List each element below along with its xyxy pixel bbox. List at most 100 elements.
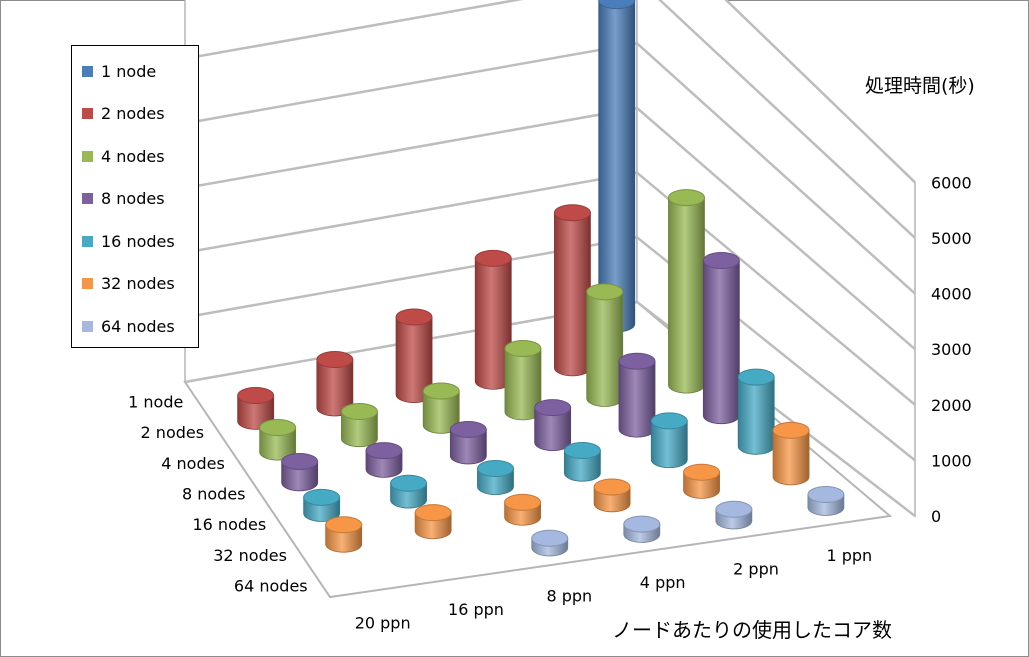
- bar: [422, 382, 460, 434]
- legend-label: 4 nodes: [101, 146, 165, 166]
- legend-swatch: [82, 278, 93, 289]
- gridline: [184, 171, 638, 254]
- x-tick-label: 1 ppn: [826, 546, 872, 565]
- bar-top: [702, 252, 740, 270]
- bar: [667, 189, 705, 394]
- gridline: [184, 0, 524, 60]
- y-tick-label: 4 nodes: [161, 454, 225, 473]
- bar-body: [650, 420, 688, 469]
- bar-body: [598, 0, 636, 333]
- legend-swatch: [82, 320, 93, 332]
- bar: [303, 488, 341, 522]
- bar-top: [414, 504, 452, 522]
- bar-top: [737, 368, 775, 386]
- bar: [702, 252, 740, 425]
- legend-item: 1 node: [82, 60, 156, 82]
- bar-top: [259, 419, 297, 437]
- bar: [281, 452, 319, 492]
- bar-top: [365, 442, 403, 460]
- y-tick-label: 32 nodes: [213, 546, 287, 565]
- bar-top: [237, 387, 275, 405]
- bar: [316, 351, 354, 417]
- legend-swatch: [82, 193, 93, 204]
- bar-top: [667, 189, 705, 207]
- tick-labels: 0 1000 2000 3000 4000 5000 6000 1 node 2 nodes 4 …: [128, 173, 972, 632]
- bar-body: [772, 429, 810, 486]
- bar: [623, 515, 661, 543]
- legend-item: 2 nodes: [82, 103, 165, 125]
- bar: [593, 478, 631, 513]
- legend-label: 2 nodes: [101, 104, 165, 123]
- bar-top: [303, 488, 341, 506]
- bar: [807, 486, 845, 516]
- z-axis-label: 処理時間(秒): [865, 75, 975, 97]
- bar-top: [598, 0, 636, 10]
- bar-top: [683, 463, 721, 481]
- legend-swatch: [82, 108, 93, 119]
- bar: [563, 442, 601, 482]
- bar: [476, 460, 514, 496]
- gridline: [184, 106, 638, 190]
- bar-body: [554, 212, 591, 377]
- gridline: [658, 0, 916, 239]
- bar: [504, 340, 542, 421]
- legend-item: 32 nodes: [82, 273, 175, 295]
- bar-body: [534, 407, 572, 451]
- bar-top: [563, 442, 601, 460]
- bar-top: [395, 308, 433, 326]
- bar-top: [534, 399, 572, 417]
- x-tick-label: 16 ppn: [448, 600, 504, 619]
- z-tick-label: 0: [931, 507, 941, 526]
- z-tick-label: 5000: [931, 229, 972, 248]
- bar-top: [390, 474, 428, 492]
- bar: [259, 419, 297, 461]
- bar-top: [618, 352, 656, 370]
- bar: [772, 421, 810, 486]
- legend-swatch: [82, 150, 93, 162]
- bar: [414, 504, 452, 540]
- bar: [618, 352, 656, 438]
- legend-label: 32 nodes: [101, 274, 175, 293]
- bar-body: [668, 197, 705, 394]
- bar-top: [586, 283, 624, 301]
- bar: [737, 368, 775, 455]
- bar: [237, 387, 275, 430]
- bar-top: [650, 412, 688, 430]
- bar: [395, 308, 433, 404]
- bar-top: [422, 382, 460, 400]
- z-tick-label: 6000: [931, 173, 972, 192]
- bar-top: [449, 420, 487, 438]
- bar: [534, 399, 572, 451]
- bar-top: [474, 249, 512, 267]
- gridline: [636, 42, 916, 295]
- bar-top: [504, 340, 542, 358]
- bar-top: [715, 500, 753, 518]
- bar-top: [504, 493, 542, 511]
- legend-label: 16 nodes: [101, 231, 175, 251]
- bar-top: [476, 460, 514, 478]
- bar-body: [618, 360, 656, 438]
- bar: [390, 474, 428, 509]
- bar-top: [316, 351, 354, 369]
- bar: [325, 516, 363, 553]
- bar-body: [259, 427, 297, 461]
- legend-swatch: [82, 65, 93, 77]
- bar-top: [553, 204, 591, 222]
- legend-swatch: [82, 235, 93, 247]
- bar: [683, 463, 721, 499]
- x-tick-label: 8 ppn: [546, 586, 592, 605]
- bar: [598, 0, 636, 333]
- x-tick-label: 4 ppn: [640, 573, 686, 592]
- z-tick-label: 2000: [931, 396, 972, 415]
- x-tick-label: 2 ppn: [733, 559, 779, 578]
- bar: [365, 442, 403, 478]
- bar-body: [586, 291, 624, 407]
- y-tick-label: 8 nodes: [182, 485, 246, 504]
- bar: [531, 529, 569, 557]
- bar: [474, 249, 512, 390]
- bar: [715, 500, 753, 530]
- gridline: [724, 0, 916, 184]
- bar-top: [340, 403, 378, 421]
- bar-top: [531, 529, 569, 547]
- y-tick-label: 16 nodes: [192, 515, 266, 534]
